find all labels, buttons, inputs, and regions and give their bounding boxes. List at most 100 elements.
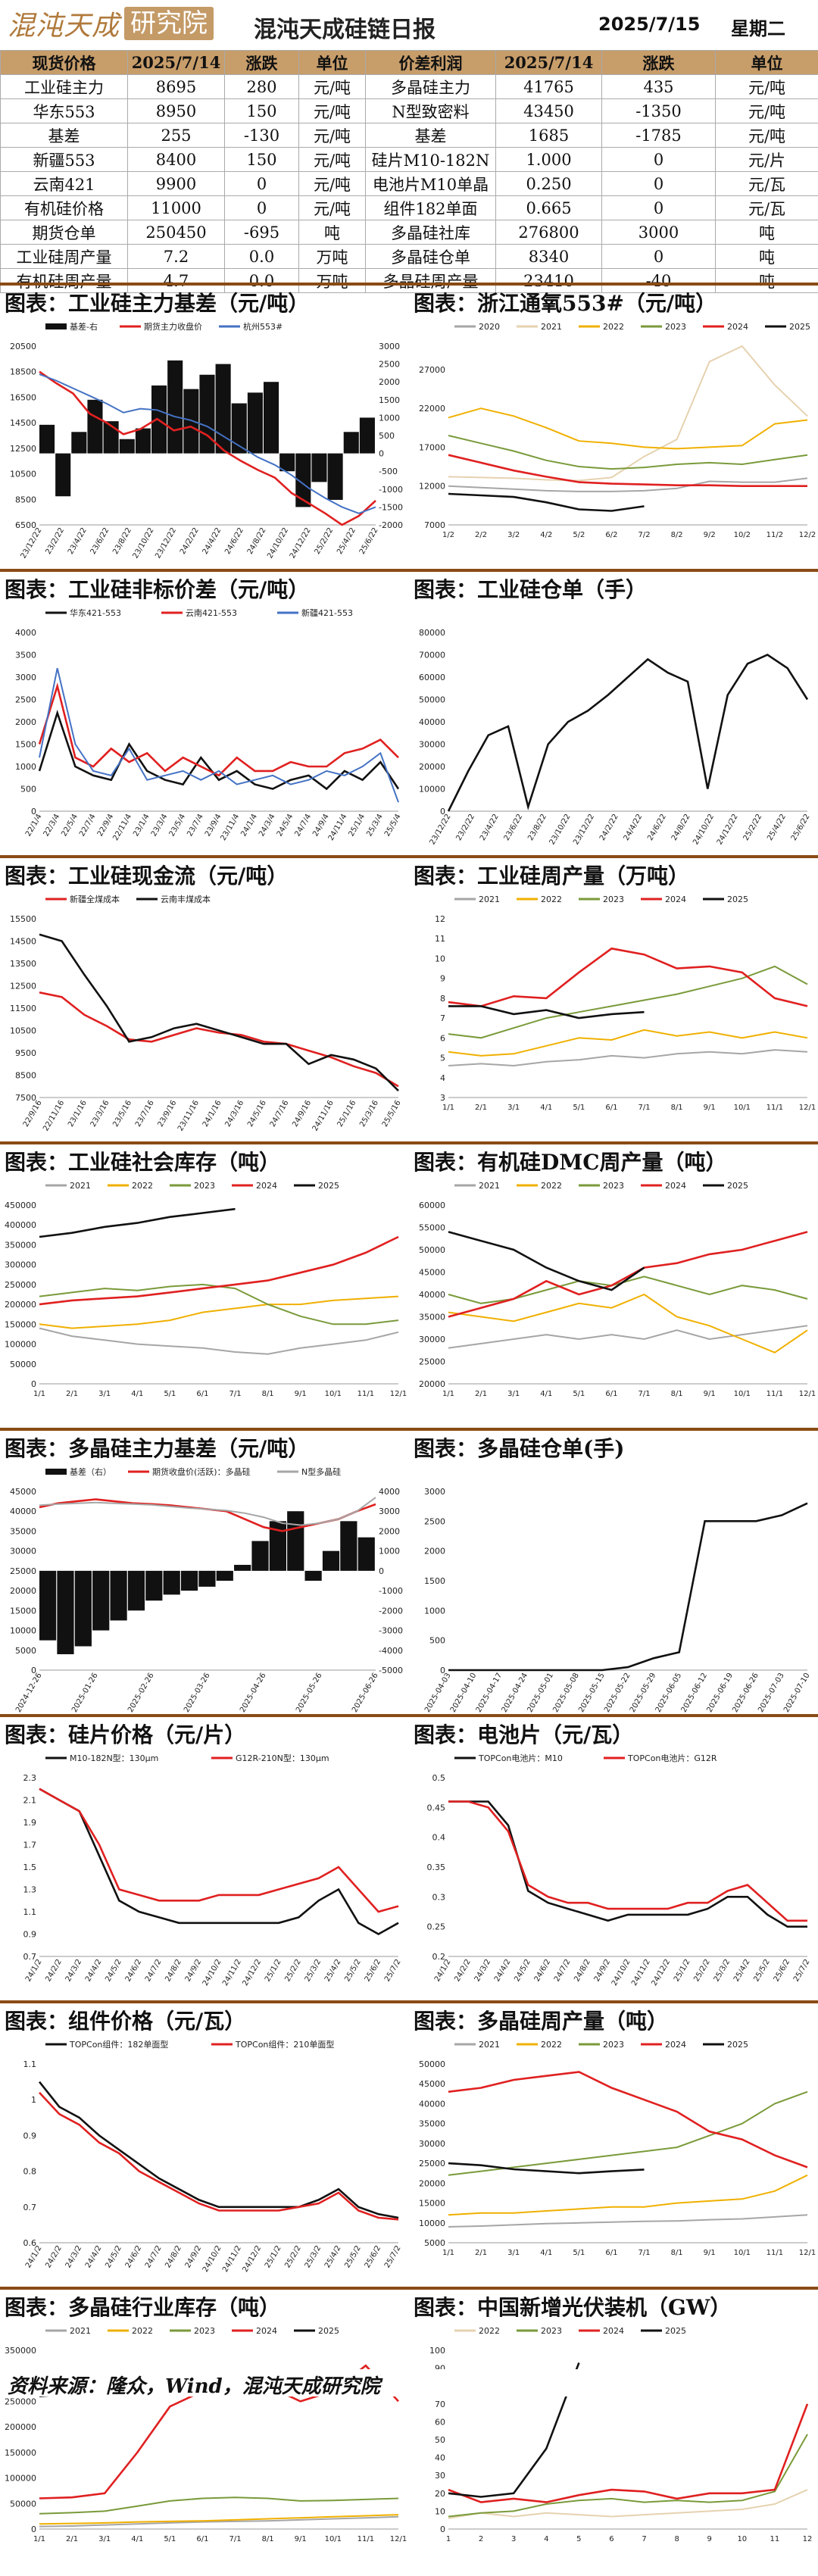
x-tick-label: 25/1/2 xyxy=(673,1958,692,1983)
y-tick-label: 1.1 xyxy=(23,2059,37,2069)
series-line xyxy=(448,655,807,812)
x-tick-label: 7 xyxy=(642,2535,646,2543)
legend-label: 2023 xyxy=(194,2326,215,2336)
x-tick-label: 24/3/4 xyxy=(258,813,277,838)
table-cell: 期货仓单 xyxy=(1,220,128,245)
x-tick-label: 23/1/16 xyxy=(67,1099,89,1129)
x-tick-label: 24/10/2 xyxy=(610,1958,632,1987)
x-tick-label: 2025-05-01 xyxy=(526,1672,555,1714)
y-tick-label: 200000 xyxy=(5,2422,36,2432)
x-tick-label: 23/8/22 xyxy=(526,813,548,842)
legend-label: TOPCon电池片：G12R xyxy=(627,1753,717,1763)
table-cell: 元/吨 xyxy=(299,123,366,148)
chart-title: 图表：工业硅非标价差（元/吨） xyxy=(5,573,309,604)
legend-label: 2021 xyxy=(70,1181,91,1191)
y-tick-label: 5000 xyxy=(424,2238,445,2248)
report-title: 混沌天成硅链日报 xyxy=(254,11,436,44)
y-right-tick-label: -4000 xyxy=(379,1646,403,1656)
x-tick-label: 24/1/16 xyxy=(201,1099,223,1129)
legend-item: 2022 xyxy=(579,322,624,332)
legend-item: 华东421-553 xyxy=(45,607,121,618)
legend-item: 云南丰煤成本 xyxy=(136,894,211,904)
y-right-tick-label: 1000 xyxy=(379,413,400,423)
legend-label: 2025 xyxy=(727,2040,748,2050)
basis-bar xyxy=(251,1541,268,1571)
basis-bar xyxy=(71,432,86,453)
legend-item: 2024 xyxy=(232,1181,277,1191)
y-tick-label: 50000 xyxy=(419,1245,445,1255)
table-cell: 新疆553 xyxy=(1,148,128,172)
legend-label: 2023 xyxy=(665,322,686,332)
x-tick-label: 25/2/22 xyxy=(314,526,336,556)
y-tick-label: 1000 xyxy=(424,1606,445,1616)
x-tick-label: 4/2 xyxy=(540,531,552,539)
x-tick-label: 24/4/22 xyxy=(201,526,223,556)
legend-label: 2022 xyxy=(541,895,562,904)
y-tick-label: 500 xyxy=(429,1636,445,1646)
x-tick-label: 1/2 xyxy=(442,531,454,539)
x-tick-label: 2025-04-24 xyxy=(501,1672,530,1714)
x-tick-label: 24/5/2 xyxy=(104,2244,123,2269)
x-tick-label: 12/1 xyxy=(799,2249,816,2257)
legend-label: 2024 xyxy=(256,2326,277,2336)
y-tick-label: 20 xyxy=(435,2489,445,2499)
x-tick-label: 24/7/2 xyxy=(553,1958,573,1983)
x-tick-label: 11/1 xyxy=(357,2535,374,2543)
x-tick-label: 2025-07-10 xyxy=(782,1672,812,1714)
x-tick-label: 25/5/4 xyxy=(383,813,403,838)
y-tick-label: 20000 xyxy=(10,1586,36,1596)
x-tick-label: 2025-02-26 xyxy=(126,1672,156,1714)
y-tick-label: 6 xyxy=(440,1033,445,1043)
legend-item: 2024 xyxy=(232,2326,277,2336)
y-tick-label: 10 xyxy=(435,954,445,963)
y-tick-label: 20000 xyxy=(419,762,445,772)
y-tick-label: 11500 xyxy=(10,1004,36,1013)
table-cell: 250450 xyxy=(128,220,225,245)
table-cell: 元/吨 xyxy=(716,99,818,123)
y-right-tick-label: 500 xyxy=(379,431,395,441)
table-cell: 硅片M10-182N xyxy=(366,148,496,172)
x-tick-label: 3/1 xyxy=(98,2535,111,2543)
x-tick-label: 25/1/2 xyxy=(264,2244,283,2269)
x-tick-label: 22/3/4 xyxy=(42,813,62,838)
basis-bar xyxy=(217,1571,233,1581)
x-tick-label: 25/5/16 xyxy=(381,1099,403,1129)
chart-title: 图表：多晶硅仓单(手) xyxy=(414,1432,625,1463)
chart-area: 2021202220232024202535000030000025000020… xyxy=(0,2320,409,2573)
y-tick-label: 0.4 xyxy=(432,1833,446,1843)
x-tick-label: 11/1 xyxy=(766,1104,783,1112)
y-right-tick-label: -5000 xyxy=(379,1666,403,1675)
legend-label: 基差-右 xyxy=(70,321,98,332)
legend-item: 2024 xyxy=(641,1181,686,1191)
y-tick-label: 60 xyxy=(435,2417,445,2427)
x-tick-label: 25/5/2 xyxy=(752,1958,772,1983)
y-right-tick-label: -1000 xyxy=(379,485,403,495)
x-tick-label: 10/1 xyxy=(734,2249,751,2257)
legend-item: 2021 xyxy=(45,2326,91,2336)
legend-item: 2024 xyxy=(703,322,748,332)
legend-label: 2023 xyxy=(603,1181,624,1191)
x-tick-label: 23/10/22 xyxy=(548,813,573,846)
x-tick-label: 12/2 xyxy=(799,531,816,539)
basis-bar xyxy=(39,425,55,454)
source-text: 资料来源：隆众，Wind，混沌天成研究院 xyxy=(8,2371,380,2399)
x-tick-label: 1/1 xyxy=(33,2535,45,2543)
x-tick-label: 25/1/4 xyxy=(348,813,367,838)
series-line xyxy=(39,1329,398,1354)
x-tick-label: 24/9/4 xyxy=(311,813,331,838)
y-right-tick-label: 1500 xyxy=(379,395,400,405)
table-cell: 华东553 xyxy=(1,99,128,123)
x-tick-label: 22/9/16 xyxy=(22,1099,44,1129)
y-tick-label: 20000 xyxy=(419,1379,445,1389)
y-tick-label: 4 xyxy=(440,1073,445,1083)
